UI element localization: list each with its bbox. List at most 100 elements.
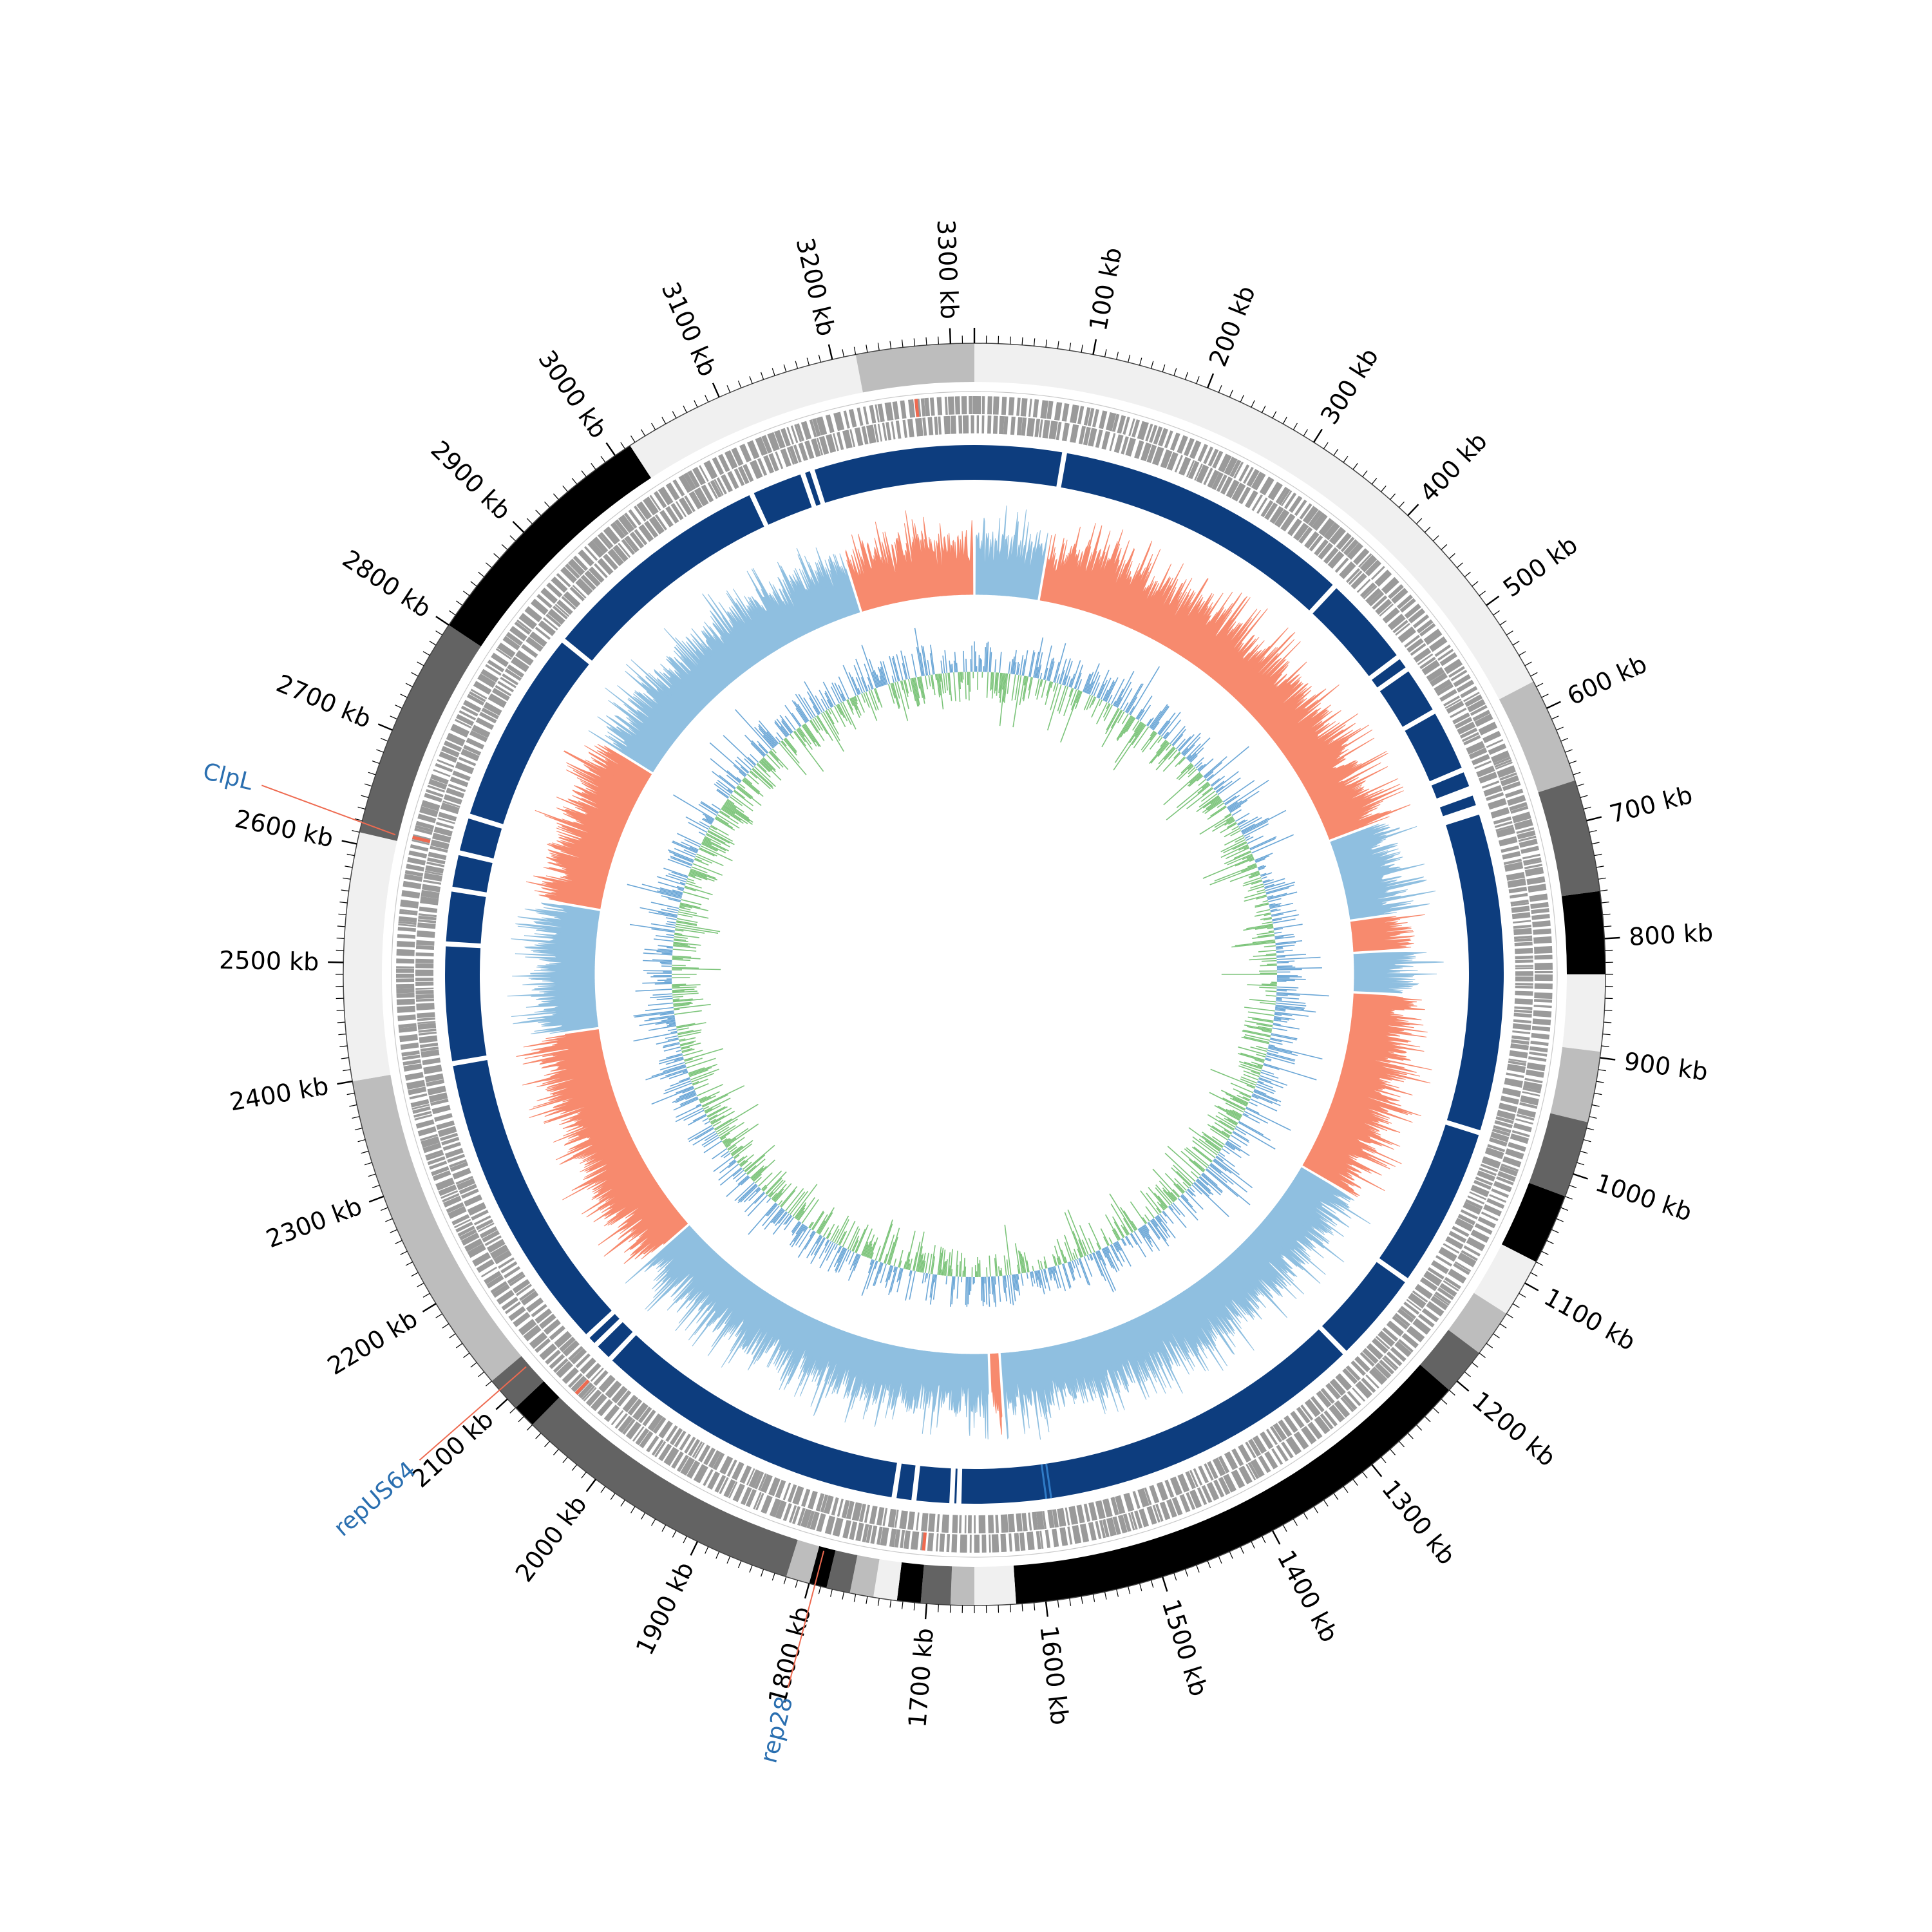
cds-feature [467, 1202, 487, 1216]
cds-feature [1112, 413, 1120, 432]
skew-plot-bar [969, 672, 971, 692]
coverage-plot-ring [507, 506, 1444, 1440]
cds-feature [1229, 459, 1242, 478]
skew-plot-bar [1224, 828, 1240, 838]
skew-plot-bar [1015, 1274, 1019, 1292]
cds-feature [1019, 1532, 1026, 1551]
cds-feature [873, 424, 879, 442]
cds-feature [408, 1086, 427, 1095]
cds-feature [1070, 424, 1079, 443]
skew-plot-bar [1139, 1227, 1146, 1238]
cds-feature [869, 404, 876, 424]
skew-plot-bar [831, 682, 842, 703]
minor-tick [749, 376, 753, 384]
skew-plot-bar [933, 1274, 938, 1300]
skew-plot-bar [705, 1104, 721, 1114]
skew-plot-bar [1157, 1195, 1168, 1208]
skew-plot-bar [659, 889, 683, 897]
backbone-block [469, 642, 589, 824]
skew-plot-bar [1261, 1069, 1274, 1075]
skew-plot-bar [705, 816, 714, 822]
cds-feature [1470, 705, 1488, 716]
cds-feature [560, 566, 578, 583]
cds-feature [1462, 732, 1479, 743]
cds-feature [694, 487, 709, 507]
major-tick [804, 1583, 810, 1599]
cds-feature [412, 839, 430, 846]
skew-plot-bar [748, 1202, 777, 1235]
skew-plot-bar [705, 833, 730, 848]
cds-feature [854, 427, 864, 446]
skew-plot-bar [659, 1069, 688, 1080]
skew-plot-bar [688, 873, 696, 877]
cds-feature [1510, 899, 1529, 905]
skew-plot-bar [1233, 1131, 1249, 1142]
skew-plot-bar [812, 718, 820, 731]
skew-plot-bar [674, 934, 700, 938]
skew-plot-bar [1172, 1202, 1186, 1217]
cds-feature [703, 460, 718, 480]
skew-plot-bar [1130, 666, 1160, 715]
skew-plot-bar [1250, 838, 1276, 851]
skew-plot-bar [1242, 855, 1253, 860]
skew-plot-bar [707, 1106, 728, 1118]
skew-plot-bar [1064, 660, 1073, 686]
cds-feature [424, 870, 443, 876]
skew-plot-bar [1082, 673, 1091, 692]
minor-tick [486, 1381, 492, 1387]
cds-feature [671, 1451, 684, 1469]
skew-plot-bar [994, 672, 997, 694]
skew-plot-bar [1108, 694, 1113, 703]
skew-plot-bar [1243, 1070, 1260, 1077]
skew-plot-bar [1060, 690, 1081, 743]
minor-tick [1541, 1251, 1549, 1255]
skew-plot-bar [1198, 793, 1218, 808]
cds-feature [1515, 976, 1533, 982]
skew-plot-bar [719, 810, 730, 818]
minor-tick [357, 1139, 366, 1142]
skew-plot-bar [853, 1255, 861, 1271]
cds-feature [1524, 1077, 1543, 1084]
skew-plot-bar [1243, 1029, 1271, 1037]
cds-feature [535, 1338, 551, 1353]
cds-feature [866, 424, 876, 444]
cds-feature [1383, 1355, 1399, 1370]
cds-feature [1493, 1125, 1511, 1133]
skew-plot-bar [643, 952, 673, 956]
minor-tick [571, 478, 578, 485]
cds-feature [1379, 1359, 1395, 1375]
skew-plot-bar [1247, 1011, 1274, 1016]
cds-feature [415, 994, 434, 999]
cds-feature [1087, 408, 1095, 426]
skew-plot-bar [1238, 1065, 1261, 1074]
minor-tick [1262, 1536, 1266, 1544]
skew-plot-bar [718, 1124, 736, 1137]
cds-feature [490, 1244, 509, 1260]
skew-plot-bar [1035, 678, 1040, 696]
skew-plot-bar [684, 1048, 724, 1061]
minor-tick [352, 1116, 360, 1119]
cds-feature [1146, 444, 1157, 463]
skew-plot-bar [1249, 836, 1277, 849]
skew-plot-bar [813, 1236, 825, 1255]
skew-plot-bar [779, 743, 807, 775]
skew-plot-bar [1182, 1194, 1189, 1202]
cds-feature [549, 1325, 565, 1341]
skew-plot-bar [741, 779, 760, 795]
skew-plot-bar [1254, 912, 1271, 917]
cds-feature [1508, 1142, 1526, 1152]
skew-plot-bar [1221, 1130, 1231, 1137]
minor-tick [470, 1362, 477, 1368]
skew-plot-bar [723, 804, 753, 825]
skew-plot-bar [922, 646, 929, 676]
skew-plot-bar [895, 682, 900, 699]
skew-plot-bar [758, 728, 776, 747]
skew-plot-bar [890, 683, 896, 699]
cds-feature [444, 1148, 464, 1159]
skew-plot-bar [796, 1208, 806, 1220]
skew-plot-bar [667, 849, 694, 861]
cds-feature [1452, 1226, 1470, 1237]
minor-tick [509, 535, 516, 542]
skew-plot-bar [937, 1246, 942, 1275]
skew-plot-bar [1220, 838, 1246, 853]
